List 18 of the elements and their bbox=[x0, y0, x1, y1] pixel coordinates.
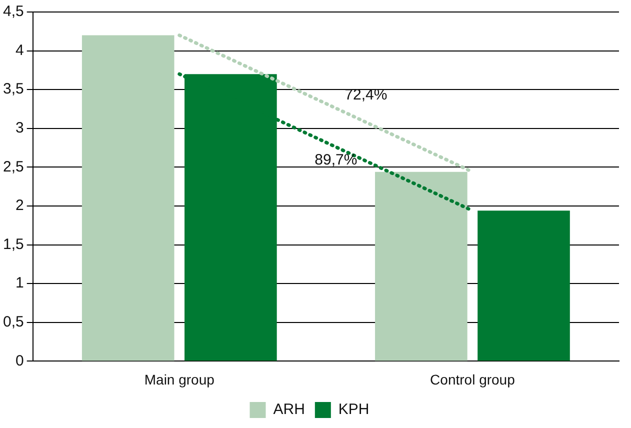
y-tick-label: 4,5 bbox=[2, 3, 24, 20]
x-tick-label: Control group bbox=[430, 371, 516, 388]
y-tick-label: 1,5 bbox=[2, 236, 24, 253]
y-tick-label: 0 bbox=[16, 352, 24, 370]
y-tick-label: 2,5 bbox=[2, 158, 24, 176]
y-tick-label: 3 bbox=[16, 120, 24, 137]
annotation: 89,7% bbox=[314, 152, 358, 169]
y-tick-label: 3,5 bbox=[2, 80, 24, 98]
legend-label: KPH bbox=[338, 401, 370, 418]
x-tick-label: Main group bbox=[144, 371, 215, 388]
y-tick-label: 1 bbox=[16, 274, 24, 292]
bar bbox=[478, 210, 570, 361]
legend-label: ARH bbox=[273, 401, 305, 418]
bar bbox=[82, 35, 174, 361]
y-tick-label: 2 bbox=[16, 197, 24, 214]
y-tick-label: 4 bbox=[16, 42, 24, 59]
annotation: 72,4% bbox=[344, 86, 388, 104]
y-tick-label: 0,5 bbox=[2, 314, 24, 331]
